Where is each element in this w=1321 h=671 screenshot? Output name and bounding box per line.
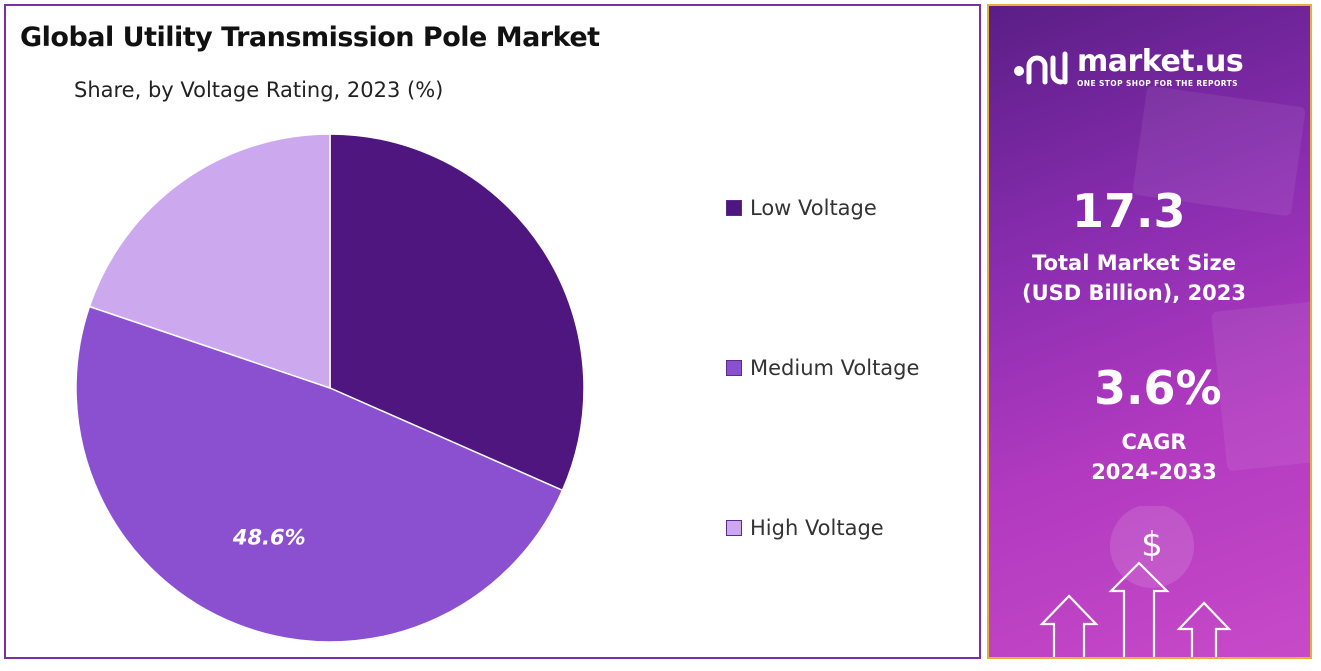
- pie-chart: 48.6%: [75, 133, 585, 643]
- pie-slices: [75, 133, 585, 643]
- chart-legend: Low Voltage Medium Voltage High Voltage: [726, 6, 976, 606]
- market-us-logo-icon: [1014, 51, 1068, 85]
- brand-logo: market.us ONE STOP SHOP FOR THE REPORTS: [1011, 43, 1244, 90]
- legend-swatch: [726, 200, 742, 216]
- chart-subtitle: Share, by Voltage Rating, 2023 (%): [74, 78, 444, 102]
- market-size-label: Total Market Size (USD Billion), 2023: [999, 248, 1269, 308]
- legend-item: Medium Voltage: [726, 356, 919, 380]
- arrow-up-icon: [1039, 594, 1099, 657]
- legend-item: High Voltage: [726, 516, 884, 540]
- pie-slice-medium-voltage: [75, 305, 564, 643]
- growth-arrows-graphic: $: [1039, 506, 1232, 657]
- cagr-label: CAGR 2024-2033: [1034, 427, 1274, 487]
- brand-name: market.us: [1077, 43, 1244, 79]
- legend-label: Medium Voltage: [750, 356, 920, 380]
- market-size-label-line1: Total Market Size: [1032, 251, 1236, 275]
- legend-label: High Voltage: [750, 516, 884, 540]
- chart-panel: Global Utility Transmission Pole Market …: [4, 4, 981, 659]
- market-size-value: 17.3: [1072, 184, 1186, 238]
- pie-data-labels: 48.6%: [232, 525, 306, 549]
- dollar-icon: $: [1141, 525, 1163, 565]
- legend-label: Low Voltage: [750, 196, 877, 220]
- cagr-label-line2: 2024-2033: [1091, 460, 1217, 484]
- cagr-value: 3.6%: [1094, 361, 1222, 415]
- brand-tagline: ONE STOP SHOP FOR THE REPORTS: [1077, 78, 1238, 88]
- coin-circle: [1110, 506, 1194, 588]
- chart-title: Global Utility Transmission Pole Market: [20, 22, 600, 53]
- market-size-label-line2: (USD Billion), 2023: [1021, 281, 1247, 305]
- summary-sidebar: market.us ONE STOP SHOP FOR THE REPORTS …: [987, 4, 1312, 659]
- pie-slice-high-voltage: [88, 133, 331, 390]
- arrow-up-icon: [1176, 601, 1232, 657]
- cagr-label-line1: CAGR: [1121, 430, 1187, 454]
- legend-swatch: [726, 360, 742, 376]
- pie-data-label: 48.6%: [232, 525, 306, 549]
- arrow-up-icon: [1108, 561, 1170, 657]
- legend-item: Low Voltage: [726, 196, 877, 220]
- legend-swatch: [726, 520, 742, 536]
- pie-slice-low-voltage: [329, 133, 585, 492]
